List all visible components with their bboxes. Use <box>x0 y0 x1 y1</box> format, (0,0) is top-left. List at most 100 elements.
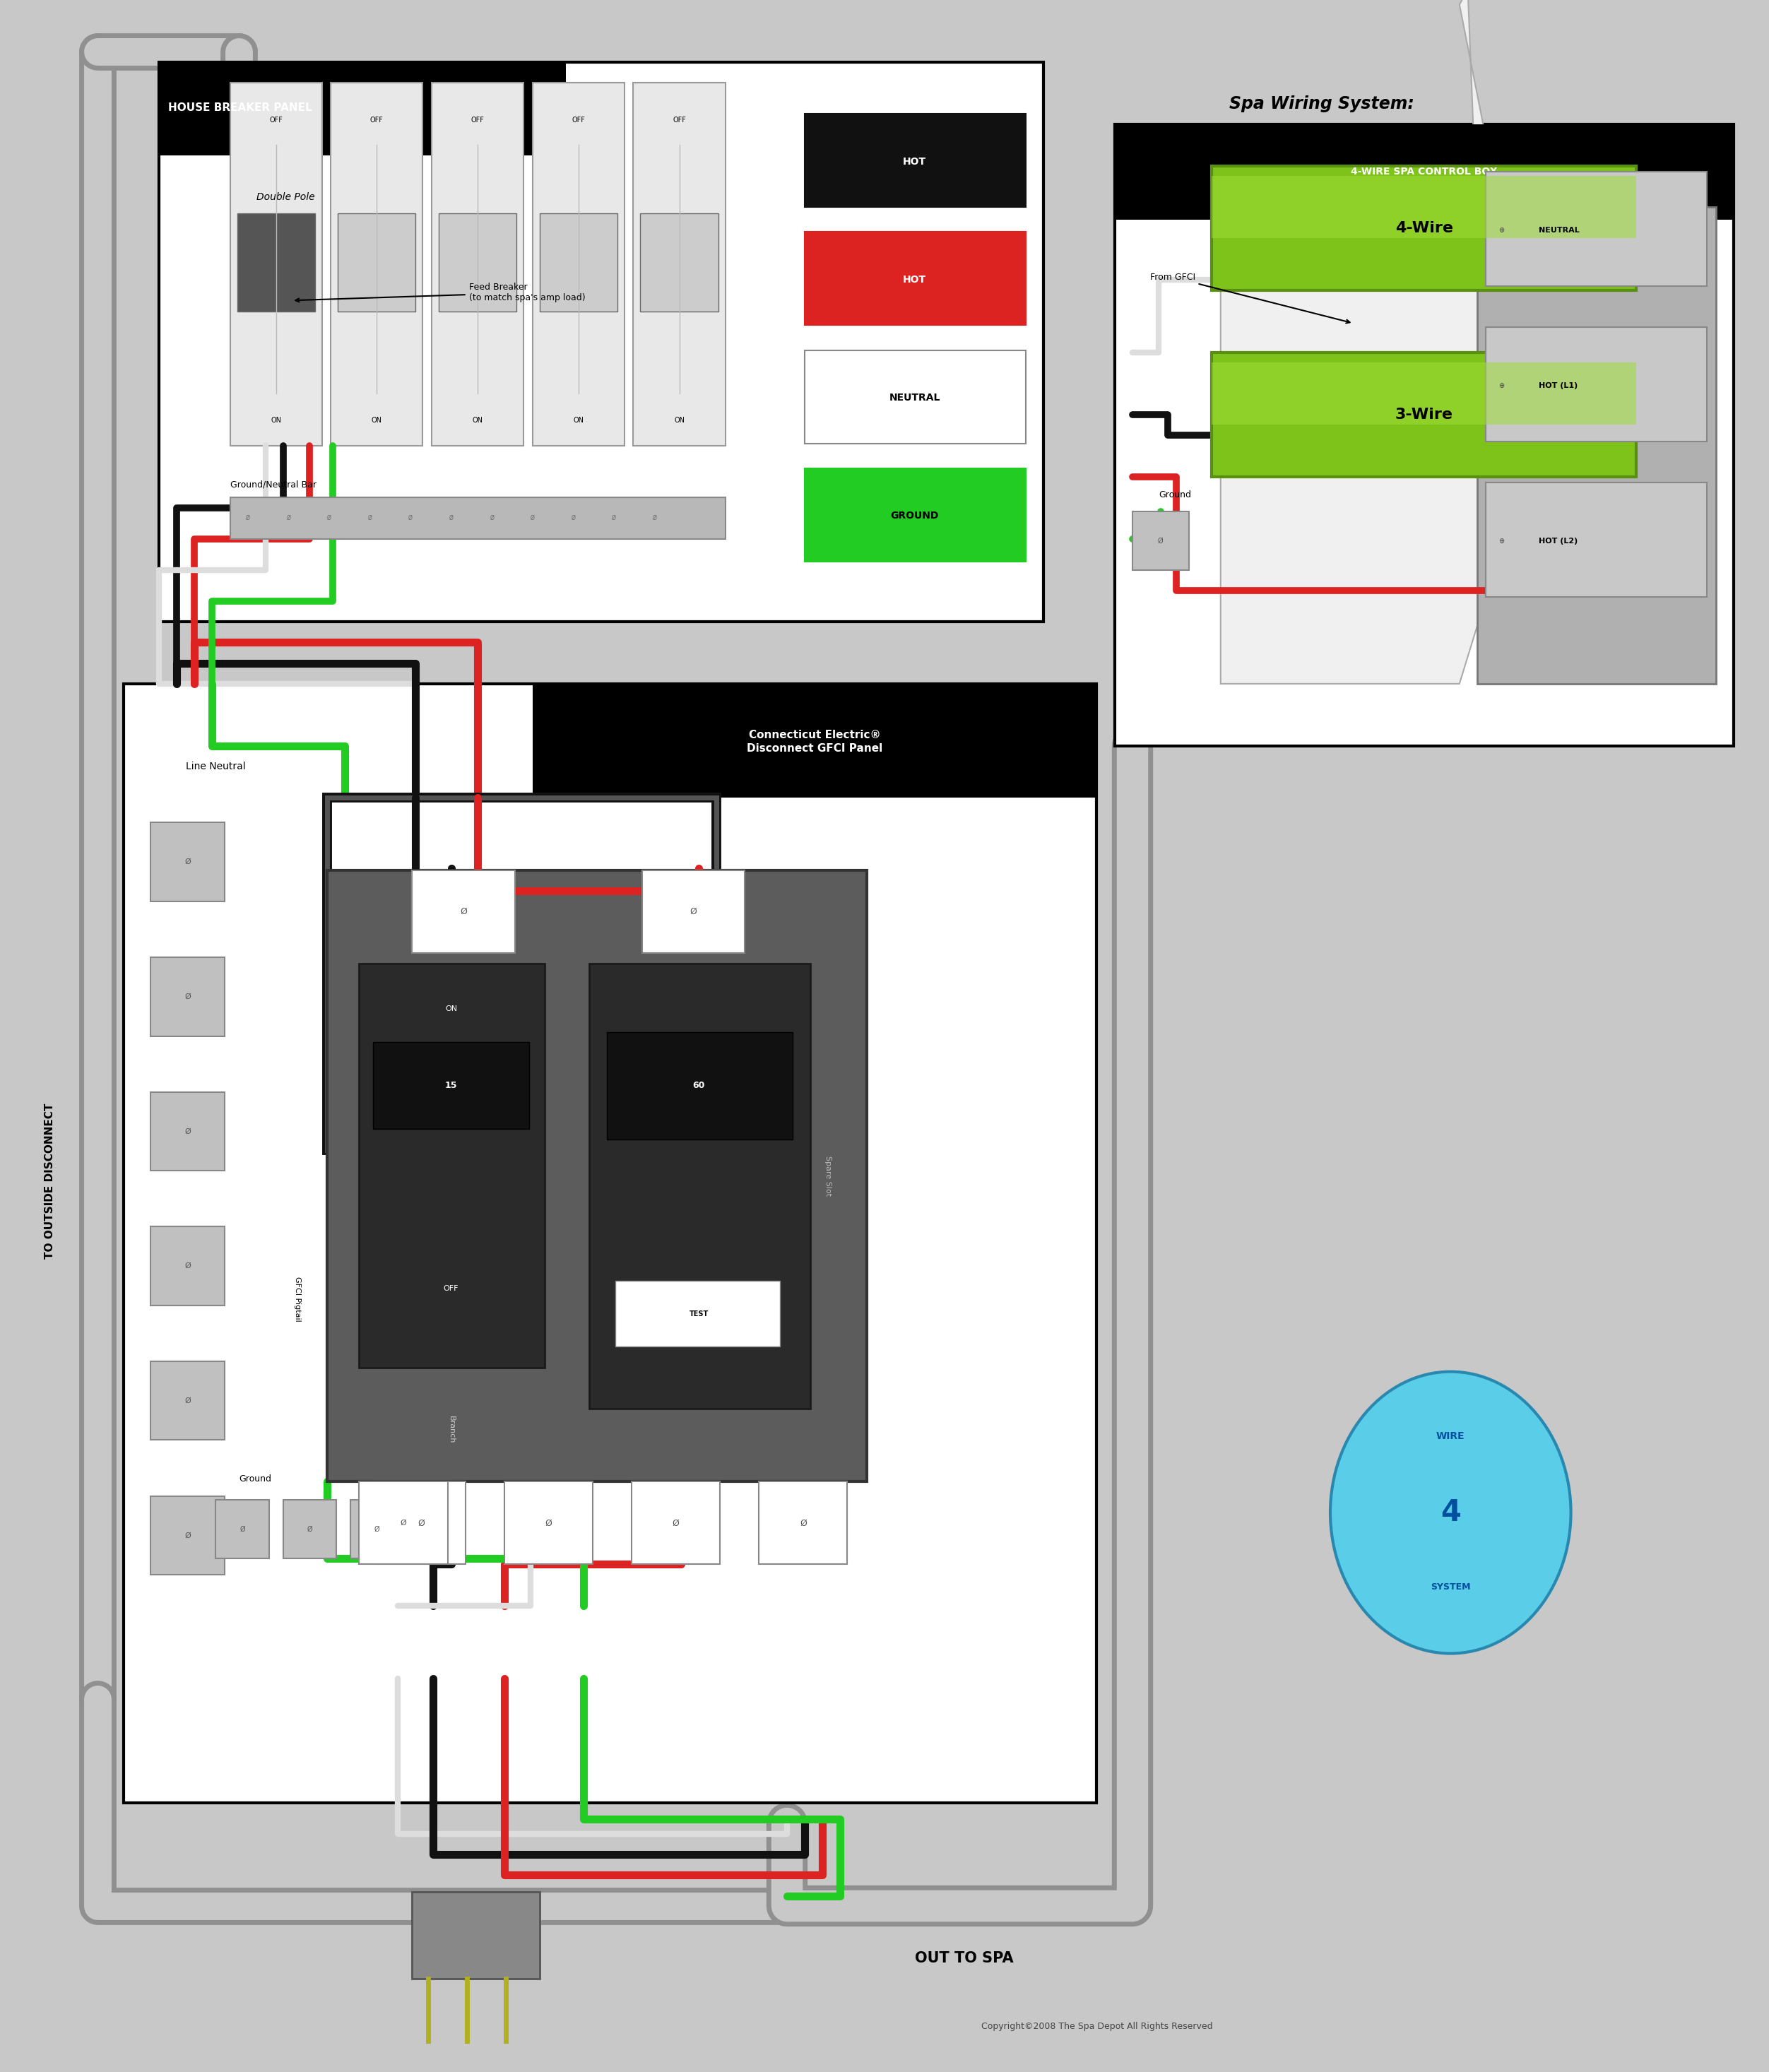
Text: GFCI Pigtail: GFCI Pigtail <box>294 1276 301 1322</box>
Circle shape <box>1330 1372 1571 1653</box>
Bar <box>1486 172 1707 286</box>
Bar <box>124 684 1097 1803</box>
Bar <box>237 213 315 311</box>
Text: Ground/Neutral Bar: Ground/Neutral Bar <box>230 481 317 489</box>
Text: Ø: Ø <box>531 514 534 522</box>
Text: GROUND: GROUND <box>890 512 939 520</box>
Text: Ø: Ø <box>409 514 412 522</box>
Bar <box>150 823 225 901</box>
Bar <box>589 963 810 1409</box>
Bar <box>1114 124 1734 220</box>
Text: Ground: Ground <box>1159 491 1191 499</box>
Text: TEST: TEST <box>690 1310 708 1318</box>
Bar <box>230 497 725 539</box>
Text: Ø: Ø <box>327 514 331 522</box>
Text: SYSTEM: SYSTEM <box>1431 1583 1470 1591</box>
Text: GFCI: GFCI <box>688 1291 709 1299</box>
Bar <box>412 1892 540 1979</box>
Text: TO OUTSIDE DISCONNECT: TO OUTSIDE DISCONNECT <box>44 1102 55 1260</box>
Bar <box>327 870 867 1481</box>
Text: HOUSE BREAKER PANEL: HOUSE BREAKER PANEL <box>168 102 311 114</box>
Text: Ground: Ground <box>239 1475 271 1484</box>
Text: Ø: Ø <box>800 1519 807 1527</box>
Text: 15: 15 <box>446 1082 456 1090</box>
Text: Ø: Ø <box>184 1262 191 1270</box>
Bar <box>150 1361 225 1440</box>
Text: Ø: Ø <box>690 908 697 916</box>
Text: 4: 4 <box>1440 1498 1461 1527</box>
Bar <box>632 1481 720 1564</box>
Bar <box>359 1481 448 1564</box>
Text: Ø: Ø <box>246 514 249 522</box>
Text: NEUTRAL: NEUTRAL <box>1539 226 1580 234</box>
Bar <box>504 1481 593 1564</box>
Bar <box>640 213 718 311</box>
Bar <box>759 1481 847 1564</box>
Text: OFF: OFF <box>471 116 485 124</box>
Text: From GFCI: From GFCI <box>1150 274 1350 323</box>
Text: ⊕: ⊕ <box>1498 226 1504 234</box>
Text: Ø: Ø <box>672 1519 679 1527</box>
Text: HOT (L2): HOT (L2) <box>1539 537 1578 545</box>
Text: BRANCH
CIRCUIT: BRANCH CIRCUIT <box>456 1906 499 1927</box>
Bar <box>642 870 745 953</box>
Bar <box>159 62 1044 622</box>
Bar <box>150 1227 225 1305</box>
Text: Line In: Line In <box>764 999 807 1011</box>
Text: 3-Wire: 3-Wire <box>1396 408 1452 421</box>
Text: Copyright©2008 The Spa Depot All Rights Reserved: Copyright©2008 The Spa Depot All Rights … <box>982 2022 1212 2031</box>
Bar <box>1486 327 1707 441</box>
Bar <box>607 1032 793 1140</box>
Bar <box>1114 124 1734 746</box>
Bar <box>216 1500 269 1558</box>
Text: Ø: Ø <box>449 514 453 522</box>
Text: Ø: Ø <box>373 1525 380 1533</box>
Text: Ø: Ø <box>239 1525 246 1533</box>
Text: HOT (L1): HOT (L1) <box>1539 381 1578 390</box>
Text: Feed Breaker
(to match spa's amp load): Feed Breaker (to match spa's amp load) <box>295 282 586 303</box>
Text: OFF: OFF <box>370 116 384 124</box>
Bar <box>1132 512 1189 570</box>
Bar <box>1212 166 1636 290</box>
Bar <box>1212 352 1636 477</box>
Bar <box>805 232 1026 325</box>
Bar <box>805 468 1026 562</box>
Text: Ø: Ø <box>306 1525 313 1533</box>
Text: Ø: Ø <box>184 858 191 866</box>
Text: OFF: OFF <box>269 116 283 124</box>
Text: OFF: OFF <box>444 1285 458 1293</box>
Text: ON: ON <box>371 416 382 425</box>
Text: Branch: Branch <box>448 1415 455 1444</box>
Text: Ø: Ø <box>612 514 616 522</box>
Text: Ø: Ø <box>184 992 191 1001</box>
Text: Ø: Ø <box>653 514 656 522</box>
Bar <box>377 1481 465 1564</box>
Text: Ø: Ø <box>287 514 290 522</box>
Bar <box>439 213 517 311</box>
Text: OFF: OFF <box>672 116 686 124</box>
Bar <box>327 798 716 1150</box>
Text: OFF: OFF <box>571 116 586 124</box>
Text: 4-WIRE SPA CONTROL BOX: 4-WIRE SPA CONTROL BOX <box>1352 168 1497 176</box>
Bar <box>230 83 322 445</box>
Text: OUT TO SPA: OUT TO SPA <box>915 1952 1014 1964</box>
Text: Spare Slot: Spare Slot <box>824 1156 831 1196</box>
Bar <box>1477 207 1716 684</box>
Text: ON: ON <box>674 416 685 425</box>
Text: Ø: Ø <box>184 1127 191 1135</box>
Text: Connecticut Electric®
Disconnect GFCI Panel: Connecticut Electric® Disconnect GFCI Pa… <box>747 729 883 754</box>
Bar <box>805 114 1026 207</box>
Text: Ø: Ø <box>184 1397 191 1405</box>
Text: Ø: Ø <box>400 1519 407 1527</box>
Bar <box>633 83 725 445</box>
Bar <box>1212 363 1636 425</box>
Text: Ø: Ø <box>368 514 371 522</box>
Bar <box>1486 483 1707 597</box>
Bar <box>283 1500 336 1558</box>
Text: ⊕: ⊕ <box>1498 537 1504 545</box>
Bar <box>805 350 1026 443</box>
Bar <box>150 957 225 1036</box>
Bar <box>150 1092 225 1171</box>
Bar <box>150 1496 225 1575</box>
Bar <box>532 684 1097 798</box>
